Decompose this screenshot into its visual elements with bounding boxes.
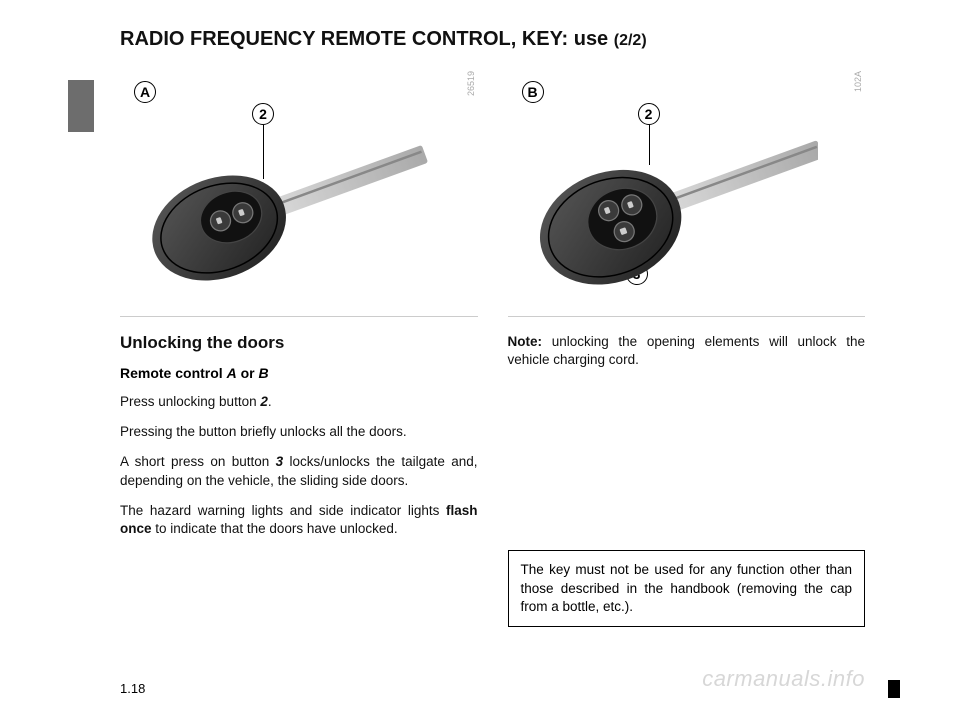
column-left: 26519 A 2 (120, 67, 478, 627)
remote-sub-prefix: Remote control (120, 365, 227, 381)
page-title: RADIO FREQUENCY REMOTE CONTROL, KEY: use… (120, 28, 865, 51)
para-button3: A short press on button 3 locks/unlocks … (120, 453, 478, 489)
title-sub: (2/2) (614, 32, 647, 49)
figure-a: 26519 A 2 (120, 67, 478, 317)
unlock-heading: Unlocking the doors (120, 333, 478, 353)
manual-page: RADIO FREQUENCY REMOTE CONTROL, KEY: use… (0, 0, 960, 710)
columns: 26519 A 2 (120, 67, 865, 627)
remote-subheading: Remote control A or B (120, 365, 478, 381)
fig-a-code: 26519 (466, 71, 476, 96)
p1c: . (268, 394, 272, 409)
column-right: 102A B 2 3 (508, 67, 866, 627)
callout-a-2: 2 (252, 103, 274, 125)
remote-sub-b: B (258, 365, 268, 381)
p1b: 2 (260, 394, 268, 409)
title-main: RADIO FREQUENCY REMOTE CONTROL, KEY: use (120, 28, 608, 50)
fig-b-letter: B (522, 81, 544, 103)
fig-b-code: 102A (853, 71, 863, 92)
note-text: Note: unlocking the opening elements wil… (508, 333, 866, 369)
p4a: The hazard warning lights and side indic… (120, 503, 446, 518)
p1a: Press unlocking button (120, 394, 260, 409)
page-number: 1.18 (120, 681, 145, 696)
watermark: carmanuals.info (702, 666, 865, 692)
p3a: A short press on button (120, 454, 276, 469)
key-b-icon (518, 113, 818, 313)
p4c: to indicate that the doors have unlocked… (152, 521, 398, 536)
figure-b: 102A B 2 3 (508, 67, 866, 317)
side-tab (68, 80, 94, 132)
para-press-unlock: Press unlocking button 2. (120, 393, 478, 411)
para-brief-unlock: Pressing the button briefly unlocks all … (120, 423, 478, 441)
note-body: unlocking the opening elements will unlo… (508, 334, 866, 367)
para-hazard: The hazard warning lights and side indic… (120, 502, 478, 538)
remote-sub-or: or (237, 365, 259, 381)
remote-sub-a: A (227, 365, 237, 381)
warning-box: The key must not be used for any functio… (508, 550, 866, 627)
page-stub (888, 680, 900, 698)
note-label: Note: (508, 334, 543, 349)
key-a-icon (130, 125, 430, 300)
fig-a-letter: A (134, 81, 156, 103)
